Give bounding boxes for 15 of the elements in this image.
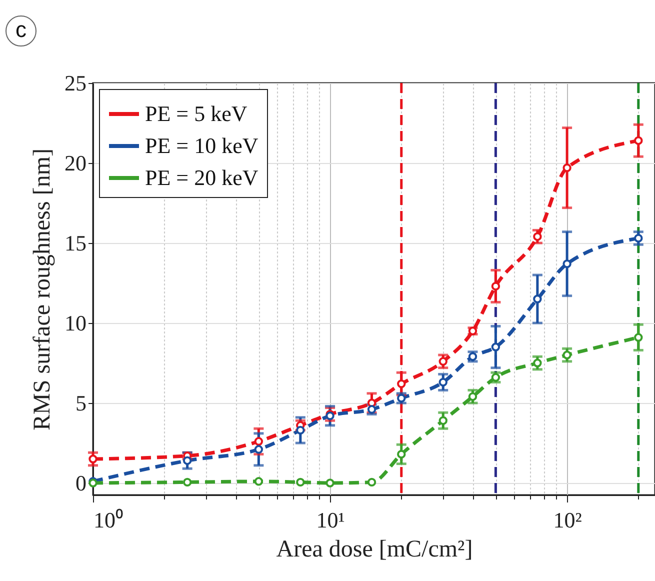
x-tick-label: 10² [553, 508, 582, 532]
y-tick-label: 15 [64, 230, 86, 256]
text: c [16, 17, 26, 42]
x-tick-label: 10⁰ [94, 508, 124, 532]
y-axis-title: RMS surface roughness [nm] [30, 148, 56, 430]
y-tick-label: 25 [64, 70, 86, 96]
legend-label: PE = 20 keV [145, 165, 258, 190]
legend-label: PE = 5 keV [145, 101, 248, 126]
legend-label: PE = 10 keV [145, 133, 258, 158]
y-tick-label: 5 [76, 390, 86, 416]
x-tick-label: 10¹ [316, 508, 345, 532]
x-axis-title: Area dose [mC/cm²] [276, 536, 473, 562]
y-tick-label: 10 [64, 310, 86, 336]
y-tick-label: 20 [64, 150, 86, 176]
y-tick-label: 0 [76, 470, 86, 496]
